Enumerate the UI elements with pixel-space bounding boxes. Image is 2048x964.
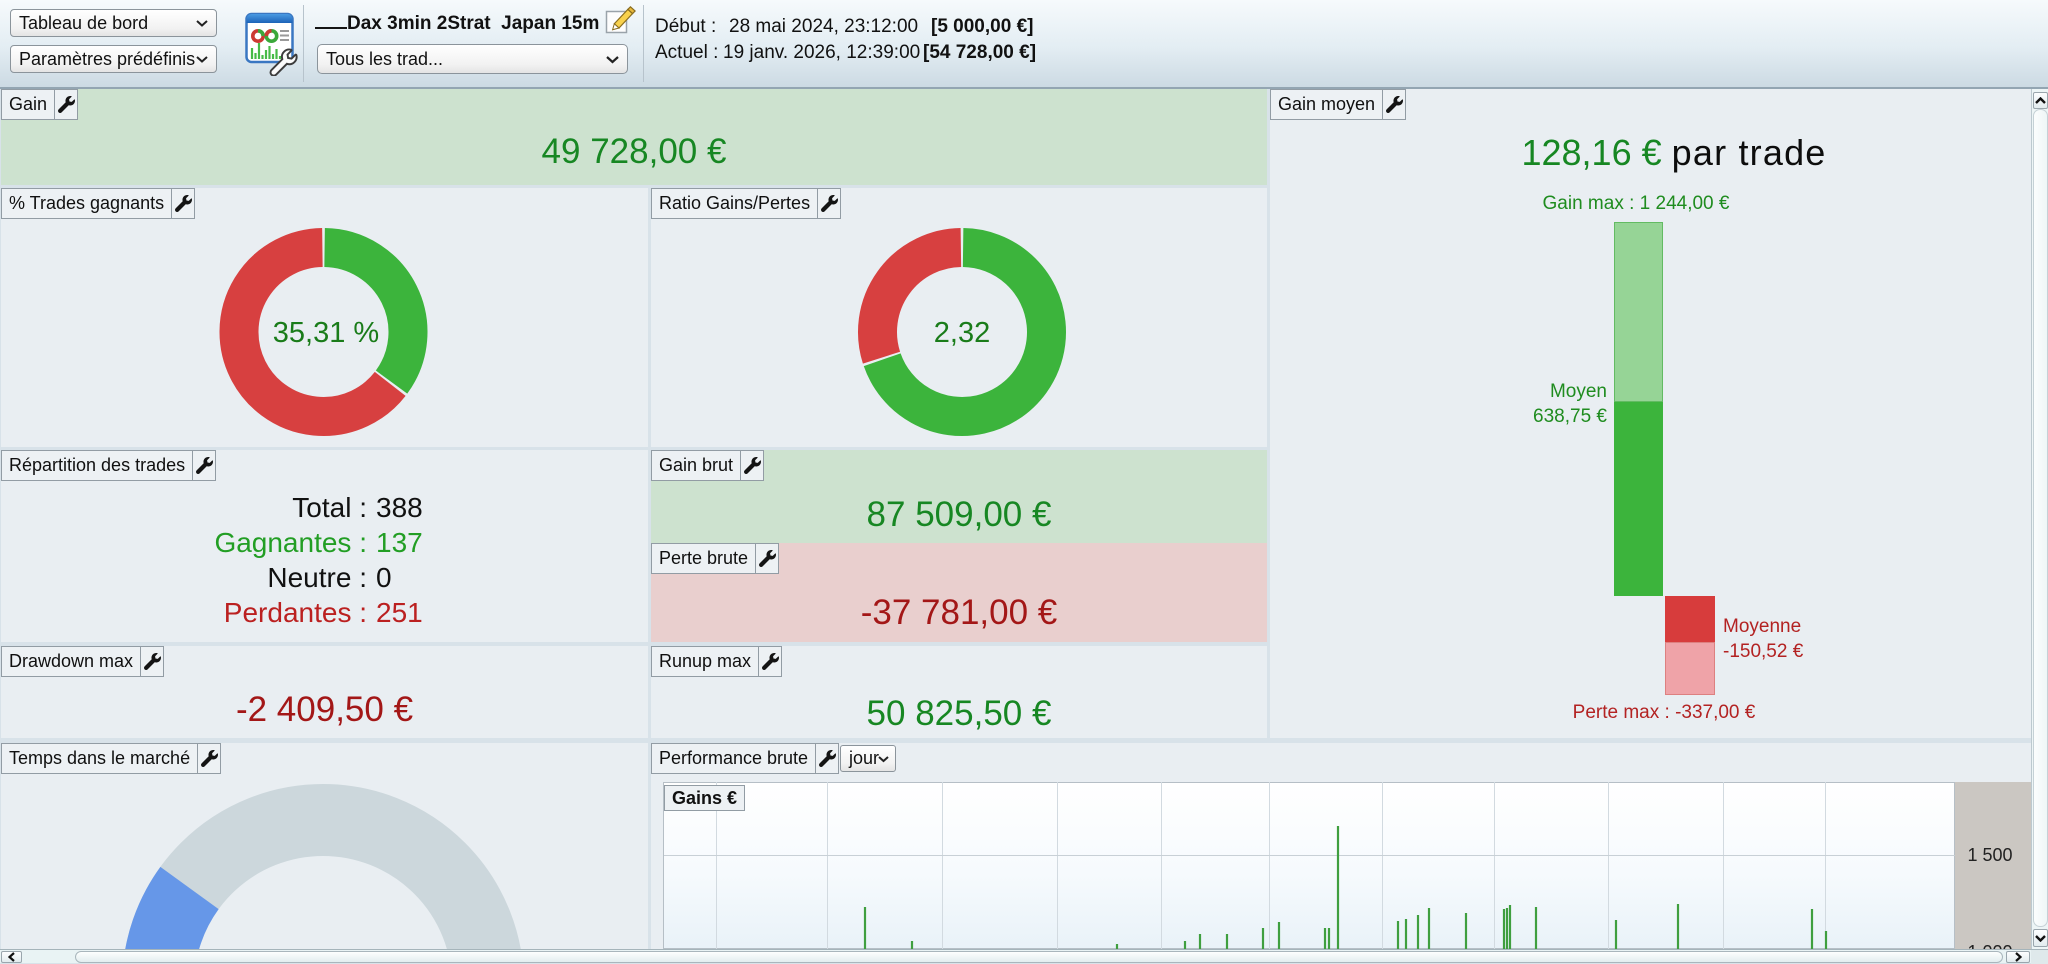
svg-text:35,31 %: 35,31 % [273, 317, 379, 349]
svg-text:2,32: 2,32 [934, 317, 990, 349]
